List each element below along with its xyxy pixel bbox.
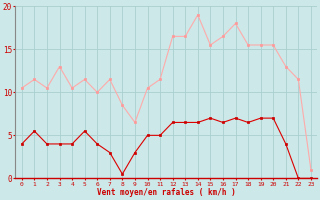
X-axis label: Vent moyen/en rafales ( km/h ): Vent moyen/en rafales ( km/h ): [97, 188, 236, 197]
